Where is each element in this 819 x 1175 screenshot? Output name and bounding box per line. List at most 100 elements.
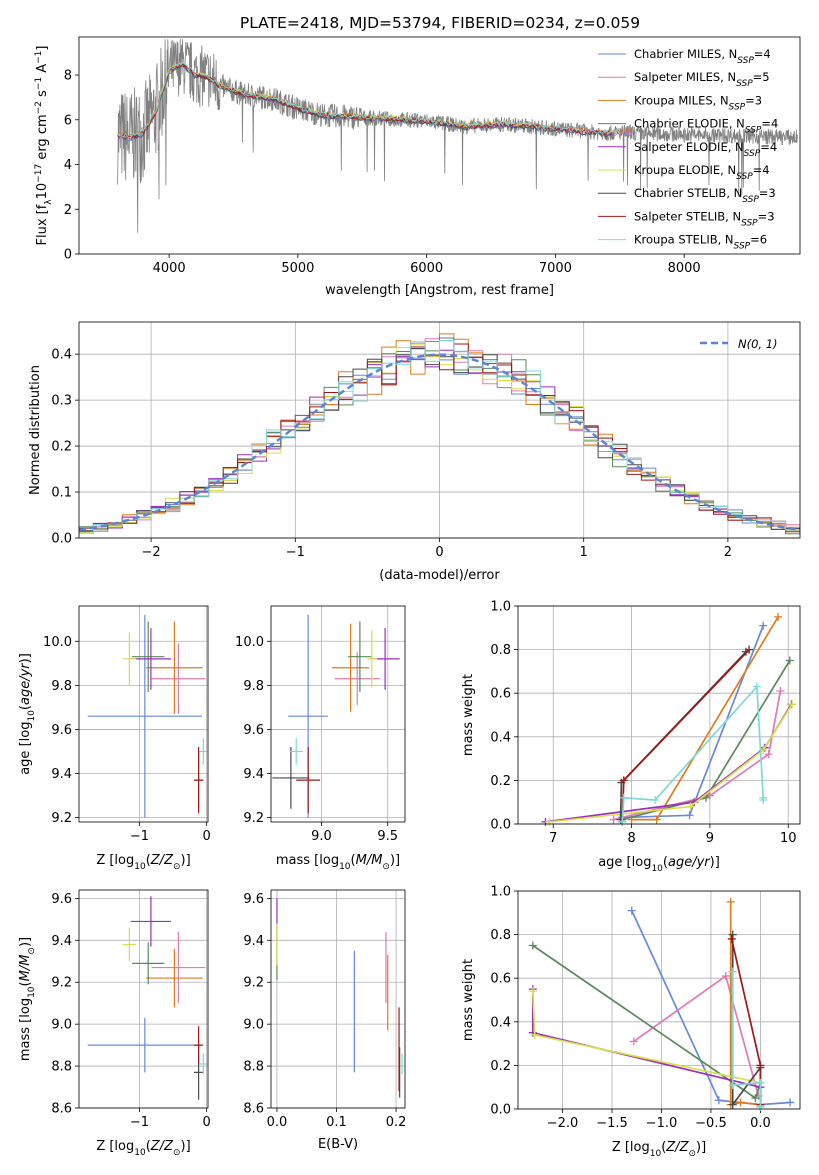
weight-vs-metallicity-panel: −2.0 −1.5 −1.0 −0.5 0.0 0.0 0.2 0.4 0.6 0.8 1.0 Z [… [461,885,801,1159]
weight-marker [685,811,694,820]
y-tick-label: 8.6 [51,1102,72,1117]
y-tick-label: 0.8 [490,643,511,658]
y-tick-label: 0.6 [490,687,511,702]
axes-frame [270,605,406,823]
y-tick-label: 9.2 [51,811,72,826]
x-tick-label: 8000 [668,261,701,276]
y-axis-label: mass weight [461,959,476,1041]
legend-entry: Chabrier STELIB, NSSP=3 [634,186,776,205]
legend-entry: Kroupa MILES, NSSP=3 [634,93,762,112]
mass-vs-metallicity-panel: −1 0 8.6 8.8 9.0 9.2 9.4 9.6 Z [log10(Z/Z⊙)] mass… [18,889,211,1158]
axes-frame [517,890,801,1110]
weight-marker [728,1100,737,1109]
error-bar-point [146,948,203,1008]
error-bar-point [87,614,202,818]
y-tick-label: 6 [64,113,72,128]
legend: Chabrier MILES, NSSP=4 Salpeter MILES, NS… [598,47,778,252]
y-tick-label: 9.2 [243,976,264,991]
y-tick-label: 0.2 [490,774,511,789]
y-tick-label: 0.0 [51,532,72,547]
weight-marker [756,1078,765,1087]
y-tick-label: 0.4 [490,730,511,745]
y-tick-label: 9.2 [51,976,72,991]
error-bar-point [199,1053,208,1075]
error-bar-point [130,896,172,947]
error-bar-point [334,652,380,706]
weight-line [613,690,782,821]
error-bar-point [366,630,378,688]
x-tick-label: 7000 [539,261,572,276]
error-bar-point [87,1017,202,1073]
weight-marker [756,1061,765,1070]
x-axis-label: age [log10(age/yr)] [598,855,720,874]
error-bar-point [272,747,310,809]
y-tick-label: 1.0 [490,600,511,615]
x-tick-label: 0 [203,1115,211,1130]
weight-marker [619,793,628,802]
error-bar-point [347,621,372,692]
y-tick-label: 9.4 [243,767,264,782]
weight-marker [651,796,660,805]
error-bar-point [130,628,172,690]
y-axis-label: Flux [fλ10−17 erg cm−2 s−1 A−1] [34,46,54,246]
weight-marker [736,1098,745,1107]
error-bar-point [199,738,208,765]
weight-marker [764,750,773,759]
y-axis-label: mass weight [461,674,476,756]
spectrum-plot-area [117,39,798,233]
error-bar-point [193,1026,204,1064]
x-tick-label: 0.0 [750,1116,771,1131]
y-tick-label: 2 [64,203,72,218]
x-axis-label: Z [log10(Z/Z⊙)] [96,1139,190,1158]
weight-marker [627,906,636,915]
y-tick-label: 0 [64,248,72,263]
error-bar-point [332,623,370,712]
x-tick-label: −1.5 [596,1116,628,1131]
y-tick-label: 10.0 [235,635,264,650]
weight-line [621,649,750,822]
y-tick-label: 8.8 [243,1060,264,1075]
y-tick-label: 0.2 [490,1059,511,1074]
weight-vs-age-panel: 7 8 9 10 0.0 0.2 0.4 0.6 0.8 1.0 age [log10(age/yr… [461,600,801,874]
x-tick-label: −2 [142,545,161,560]
y-tick-label: 9.0 [51,1018,72,1033]
y-tick-label: 10.0 [43,635,72,650]
weight-marker [721,972,730,981]
x-tick-label: 5000 [281,261,314,276]
weight-marker [727,934,736,943]
weight-line [531,989,761,1089]
y-tick-label: 0.6 [490,972,511,987]
error-bar-point [151,643,206,714]
x-tick-label: −1 [130,1115,149,1130]
x-tick-label: 9 [706,831,714,846]
weight-marker [618,817,627,826]
x-tick-label: −1 [286,545,305,560]
legend-entry: Salpeter STELIB, NSSP=3 [634,209,775,228]
y-tick-label: 9.2 [243,811,264,826]
y-tick-label: 9.4 [51,934,72,949]
y-tick-label: 9.4 [243,934,264,949]
x-axis-label: E(B-V) [318,1137,358,1152]
weight-line [622,625,764,819]
y-tick-label: 0.4 [490,1015,511,1030]
y-tick-label: 8 [64,69,72,84]
axes-frame [270,889,406,1109]
error-bar-point [193,747,204,814]
spectrum-panel: 4000 5000 6000 7000 8000 0 2 4 6 8 wavelength [Ang… [34,36,801,298]
error-bar-point [146,621,203,714]
weight-marker [629,1037,638,1046]
age-vs-mass-panel: 9.0 9.5 9.2 9.4 9.6 9.8 10.0 mass [log10(M/M⊙)] [235,605,406,872]
model-spectrum-line [117,61,621,139]
weight-marker [728,1081,737,1090]
x-tick-label: 0 [435,545,443,560]
error-bar-point [132,942,165,985]
y-tick-label: 0.3 [51,394,72,409]
y-tick-label: 0.8 [490,928,511,943]
y-tick-label: 4 [64,158,72,173]
y-tick-label: 8.6 [243,1102,264,1117]
weight-line [619,651,747,820]
y-tick-label: 9.6 [243,723,264,738]
x-tick-label: −1.0 [646,1116,678,1131]
y-axis-label: Normed distribution [28,365,43,495]
x-axis-label: Z [log10(Z/Z⊙)] [612,1140,706,1159]
